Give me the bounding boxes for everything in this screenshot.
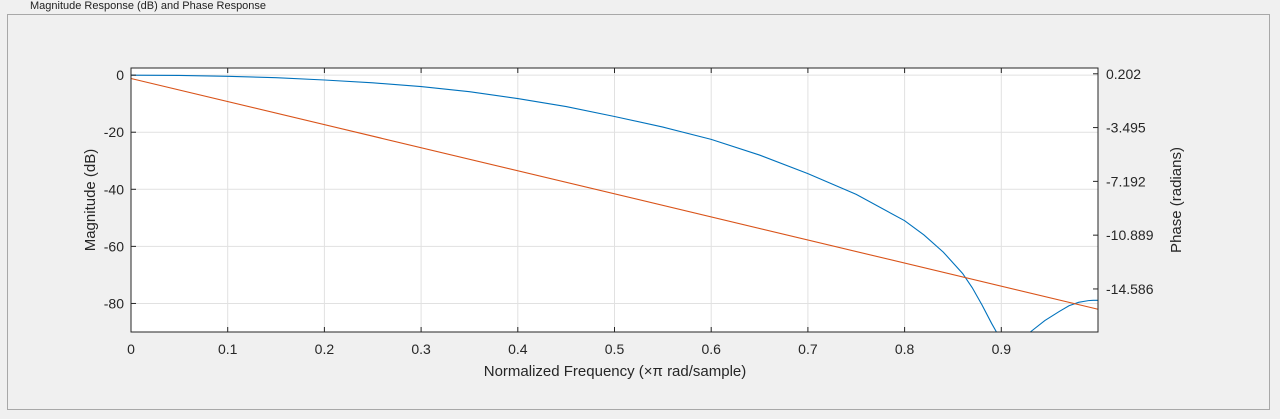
- x-tick-label: 0.3: [411, 341, 431, 357]
- series-line-magnitude-1: [1029, 299, 1098, 333]
- y-left-tick-label: -60: [104, 238, 124, 254]
- series-line-phase-2: [130, 77, 1099, 310]
- x-tick-label: 0.2: [315, 341, 335, 357]
- x-tick-label: 0.9: [992, 341, 1012, 357]
- y-right-tick-label: 0.202: [1106, 66, 1141, 82]
- y-right-axis-label: Phase (radians): [1168, 147, 1185, 253]
- x-tick-label: 0.5: [605, 341, 625, 357]
- series-line-magnitude-0: [130, 74, 997, 333]
- series-group: [130, 74, 1099, 333]
- x-tick-label: 0.8: [895, 341, 915, 357]
- y-left-tick-label: -80: [104, 295, 124, 311]
- x-ticks: 0 0.1 0.2 0.3 0.4 0.5 0.6 0.7 0.8 0.9: [127, 68, 1011, 357]
- y-left-tick-label: -40: [104, 181, 124, 197]
- y-left-tick-label: -20: [104, 124, 124, 140]
- y-right-tick-label: -14.586: [1106, 281, 1154, 297]
- y-left-ticks: 0 -20 -40 -60 -80: [104, 67, 136, 311]
- y-right-tick-label: -3.495: [1106, 120, 1146, 136]
- chart-panel: [7, 14, 1270, 410]
- y-left-tick-label: 0: [116, 67, 124, 83]
- x-tick-label: 0.4: [508, 341, 528, 357]
- x-tick-label: 0.1: [218, 341, 238, 357]
- y-right-ticks: 0.202 -3.495 -7.192 -10.889 -14.586: [1093, 66, 1154, 297]
- x-axis-label: Normalized Frequency (×π rad/sample): [484, 363, 747, 380]
- x-tick-label: 0.6: [701, 341, 721, 357]
- y-left-axis-label: Magnitude (dB): [82, 149, 99, 252]
- grid: [131, 68, 1098, 332]
- x-tick-label: 0.7: [798, 341, 818, 357]
- y-right-tick-label: -7.192: [1106, 173, 1146, 189]
- y-right-tick-label: -10.889: [1106, 227, 1154, 243]
- x-tick-label: 0: [127, 341, 135, 357]
- panel-title: Magnitude Response (dB) and Phase Respon…: [27, 0, 270, 14]
